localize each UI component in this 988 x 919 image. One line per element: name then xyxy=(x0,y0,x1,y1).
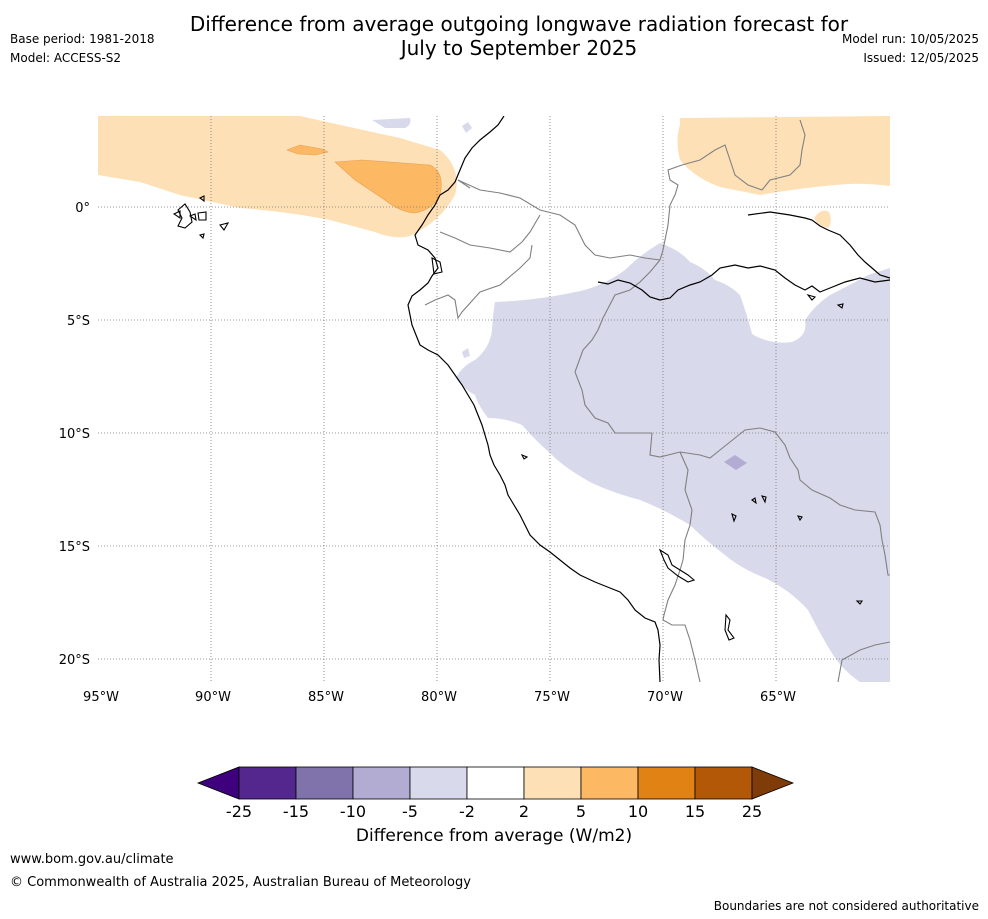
title-line-2: July to September 2025 xyxy=(400,36,638,60)
anomaly-region-negative-patch2 xyxy=(462,122,472,133)
lat-label-0: 0° xyxy=(75,201,90,216)
colorbar-swatch xyxy=(580,766,639,800)
colorbar xyxy=(196,766,795,800)
colorbar-tick-label: -10 xyxy=(340,802,366,821)
lon-label-70w: 70°W xyxy=(647,690,683,705)
lon-label-95w: 95°W xyxy=(83,690,119,705)
colorbar-arrow-high xyxy=(751,766,795,800)
colorbar-swatch xyxy=(523,766,582,800)
colorbar-arrow-low xyxy=(196,766,240,800)
coastline xyxy=(407,116,890,682)
anomaly-region-positive-small xyxy=(98,116,457,238)
footer-url: www.bom.gov.au/climate xyxy=(10,852,174,867)
model-text: Model: ACCESS-S2 xyxy=(10,51,122,65)
lat-label-20s: 20°S xyxy=(59,653,90,668)
lon-label-85w: 85°W xyxy=(308,690,344,705)
lon-label-75w: 75°W xyxy=(534,690,570,705)
anomaly-region-positive-north xyxy=(677,116,890,195)
latitude-labels: 0° 5°S 10°S 15°S 20°S xyxy=(59,201,90,668)
colorbar-tick-label: 2 xyxy=(519,802,529,821)
colorbar-ticks: -25 -15 -10 -5 -2 2 5 10 15 25 xyxy=(226,802,762,821)
colorbar-tick-label: 25 xyxy=(742,802,762,821)
colorbar-tick-label: -15 xyxy=(283,802,309,821)
colorbar-tick-label: -25 xyxy=(226,802,252,821)
anomaly-region-positive-patch xyxy=(286,144,329,156)
footer-disclaimer: Boundaries are not considered authoritat… xyxy=(713,899,979,913)
lat-label-15s: 15°S xyxy=(59,540,90,555)
lat-label-5s: 5°S xyxy=(67,314,90,329)
anomaly-region-negative-darker xyxy=(724,455,747,470)
footer-copyright: © Commonwealth of Australia 2025, Austra… xyxy=(10,875,471,890)
anomaly-region-negative-patch1 xyxy=(372,118,411,128)
colorbar-swatch xyxy=(637,766,696,800)
colorbar-tick-label: 5 xyxy=(576,802,586,821)
lon-label-65w: 65°W xyxy=(760,690,796,705)
lon-label-90w: 90°W xyxy=(195,690,231,705)
title-line-1: Difference from average outgoing longwav… xyxy=(189,12,849,36)
colorbar-swatch xyxy=(694,766,753,800)
anomaly-region-negative-patch3 xyxy=(462,348,470,358)
gridlines xyxy=(98,116,890,682)
model-run-text: Model run: 10/05/2025 xyxy=(841,32,979,46)
colorbar-tick-label: 15 xyxy=(685,802,705,821)
page-title: Difference from average outgoing longwav… xyxy=(154,12,884,60)
colorbar-tick-label: 10 xyxy=(628,802,648,821)
islands xyxy=(172,195,864,641)
colorbar-tick-label: -5 xyxy=(402,802,418,821)
lat-label-10s: 10°S xyxy=(59,427,90,442)
colorbar-swatch xyxy=(409,766,468,800)
colorbar-swatch xyxy=(352,766,411,800)
colorbar-swatch xyxy=(466,766,525,800)
colorbar-swatch xyxy=(238,766,297,800)
map-area xyxy=(98,116,890,682)
anomaly-region-positive-amazon xyxy=(814,210,831,228)
base-period-text: Base period: 1981-2018 xyxy=(10,32,155,46)
lon-label-80w: 80°W xyxy=(421,690,457,705)
colorbar-swatch xyxy=(295,766,354,800)
anomaly-region-negative xyxy=(456,243,890,682)
issued-text: Issued: 12/05/2025 xyxy=(863,51,979,65)
colorbar-title: Difference from average (W/m2) xyxy=(355,826,633,846)
longitude-labels: 95°W 90°W 85°W 80°W 75°W 70°W 65°W xyxy=(83,690,796,705)
colorbar-tick-label: -2 xyxy=(459,802,475,821)
